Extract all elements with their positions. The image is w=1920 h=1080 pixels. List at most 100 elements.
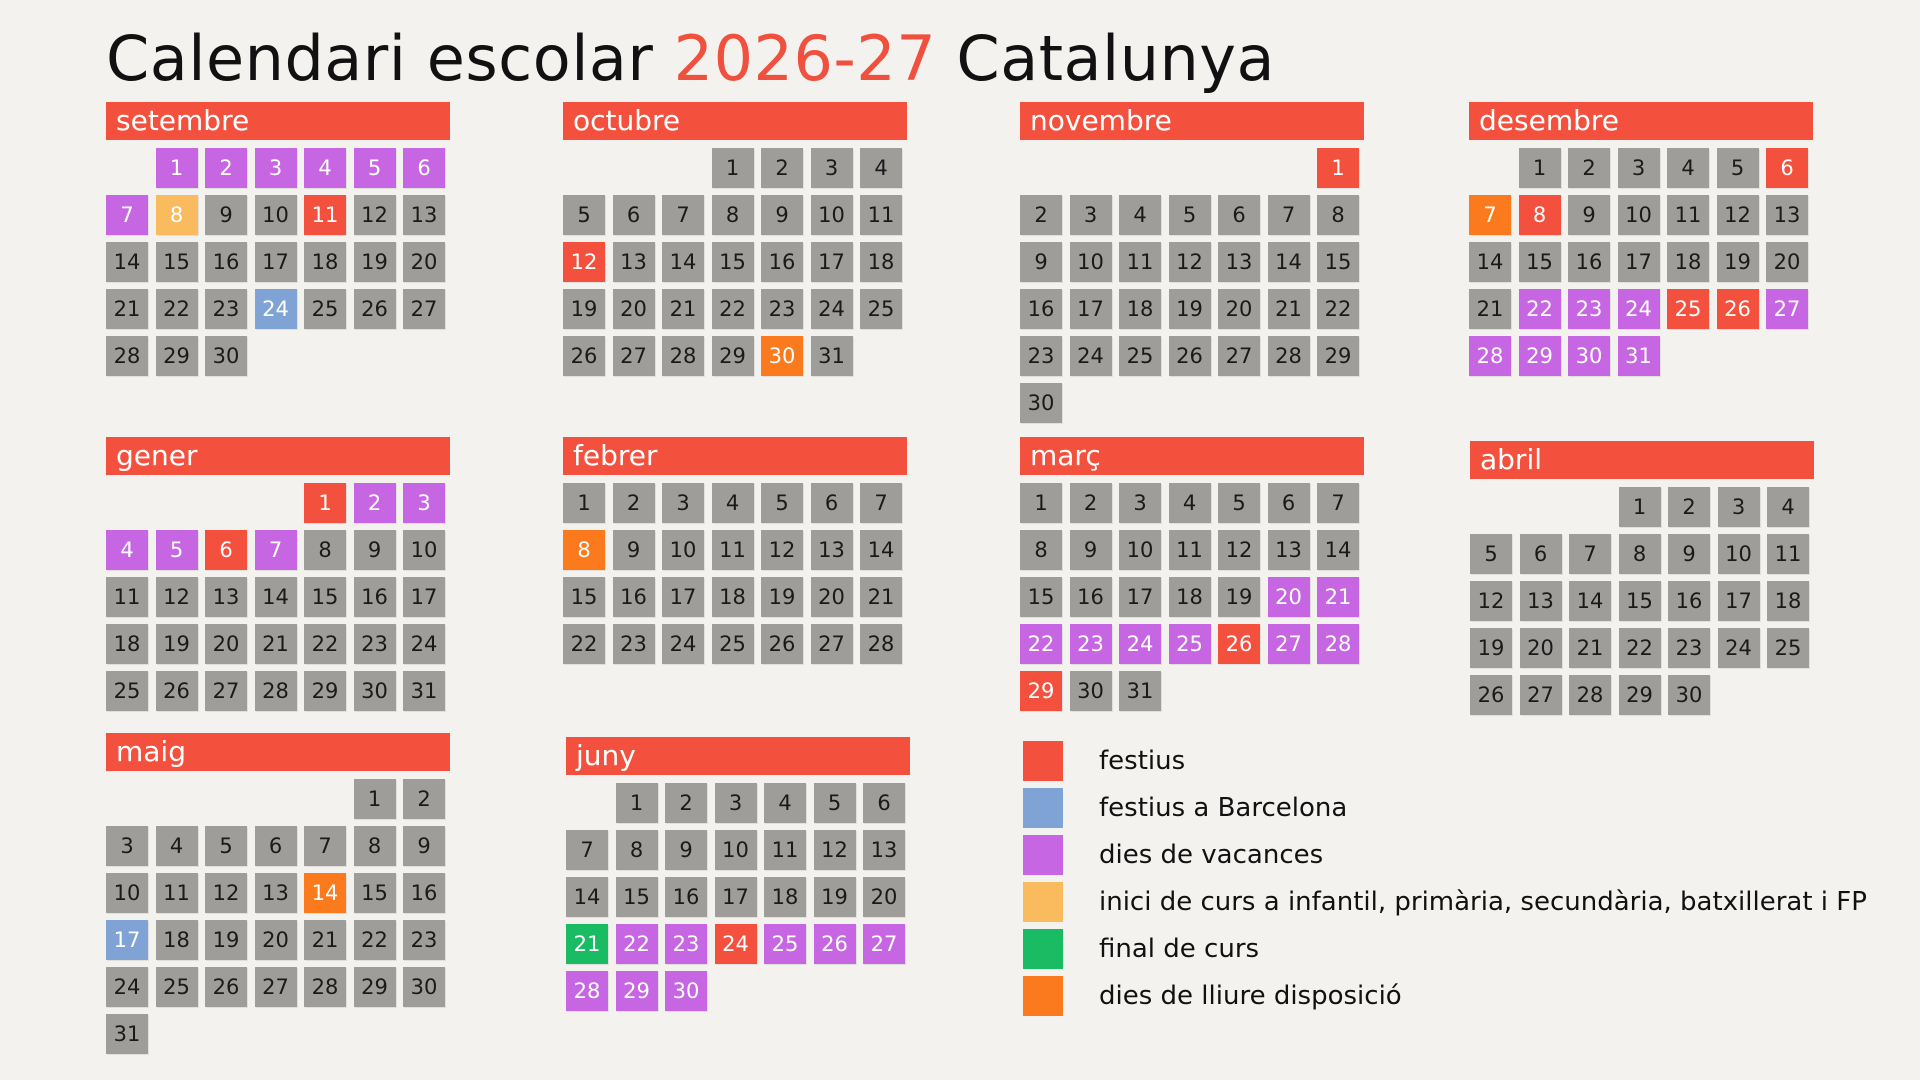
day-cell: 24 <box>1717 628 1760 668</box>
day-cell: 21 <box>1267 289 1310 329</box>
day-cell: 8 <box>711 195 754 235</box>
day-cell: 25 <box>1168 624 1211 664</box>
day-cell: 1 <box>711 148 754 188</box>
day-cell: 22 <box>1020 624 1062 664</box>
days-grid: 1 2 3 4 5 6 7 8 9 10 11 12 13 14 15 16 17 18 19 20 21 22 23 24 2… <box>563 483 907 664</box>
day-cell: 18 <box>764 877 806 917</box>
days-grid: 1 2 3 4 5 6 7 8 9 10 11 12 13 14 15 16 17 18 19 20 21 22 23 24 2… <box>106 148 450 376</box>
legend-swatch <box>1023 741 1063 781</box>
month-name: febrer <box>563 437 907 475</box>
month-name: setembre <box>106 102 450 140</box>
day-cell: 3 <box>714 783 757 823</box>
day-cell: 7 <box>1469 195 1511 235</box>
day-cell: 17 <box>106 920 148 960</box>
day-cell: 22 <box>1317 289 1359 329</box>
day-cell: 10 <box>662 530 704 570</box>
day-cell: 3 <box>1069 195 1112 235</box>
month-name: juny <box>566 737 910 775</box>
legend-item-final: final de curs <box>1023 929 1867 969</box>
day-cell: 30 <box>1568 336 1610 376</box>
day-cell: 23 <box>403 920 445 960</box>
legend-swatch <box>1023 788 1063 828</box>
day-cell: 20 <box>403 242 445 282</box>
empty-cell <box>156 779 198 819</box>
day-cell: 30 <box>1668 675 1710 715</box>
day-cell: 18 <box>155 920 198 960</box>
day-cell: 19 <box>761 577 803 617</box>
day-cell: 6 <box>1519 534 1562 574</box>
day-cell: 4 <box>155 826 198 866</box>
empty-cell <box>1020 148 1062 188</box>
legend-label: dies de vacances <box>1099 840 1324 870</box>
day-cell: 30 <box>761 336 803 376</box>
month-name: maig <box>106 733 450 771</box>
empty-cell <box>255 779 297 819</box>
day-cell: 5 <box>353 148 396 188</box>
day-cell: 24 <box>403 624 445 664</box>
day-cell: 29 <box>155 336 198 376</box>
legend-item-inici: inici de curs a infantil, primària, secu… <box>1023 882 1867 922</box>
days-grid: 1 2 3 4 5 6 7 8 9 10 11 12 13 14 15 16 17 18 19 20 21 22 23 24 2… <box>106 483 450 711</box>
day-cell: 30 <box>1069 671 1112 711</box>
day-cell: 5 <box>1470 534 1512 574</box>
page-title: Calendari escolar 2026-27 Catalunya <box>106 22 1275 95</box>
day-cell: 5 <box>563 195 605 235</box>
month-novembre: novembre 1 2 3 4 5 6 7 8 9 10 11 12 13 14 15 16 17 18 19 20… <box>1020 102 1364 423</box>
days-grid: 1 2 3 4 5 6 7 8 9 10 11 12 13 14 15 16 17 18 19 20 21 22 23 24 2… <box>563 148 907 376</box>
day-cell: 28 <box>662 336 704 376</box>
day-cell: 16 <box>205 242 247 282</box>
day-cell: 18 <box>860 242 902 282</box>
day-cell: 11 <box>155 873 198 913</box>
day-cell: 14 <box>1569 581 1611 621</box>
day-cell: 30 <box>1020 383 1062 423</box>
day-cell: 15 <box>304 577 346 617</box>
day-cell: 24 <box>662 624 704 664</box>
day-cell: 1 <box>1518 148 1561 188</box>
day-cell: 1 <box>353 779 396 819</box>
day-cell: 12 <box>1218 530 1260 570</box>
day-cell: 9 <box>665 830 707 870</box>
day-cell: 26 <box>563 336 605 376</box>
day-cell: 2 <box>665 783 707 823</box>
day-cell: 2 <box>205 148 247 188</box>
day-cell: 10 <box>1617 195 1660 235</box>
days-grid: 1 2 3 4 5 6 7 8 9 10 11 12 13 14 15 16 17 18 19 20 21 22 23 24 2… <box>1020 148 1364 423</box>
day-cell: 4 <box>1767 487 1809 527</box>
day-cell: 19 <box>563 289 605 329</box>
day-cell: 13 <box>1218 242 1260 282</box>
month-name: gener <box>106 437 450 475</box>
day-cell: 2 <box>403 779 445 819</box>
empty-cell <box>156 483 198 523</box>
day-cell: 22 <box>155 289 198 329</box>
empty-cell <box>106 148 148 188</box>
days-grid: 1 2 3 4 5 6 7 8 9 10 11 12 13 14 15 16 17 18 19 20 21 22 23 24 2… <box>1020 483 1364 711</box>
day-cell: 1 <box>1020 483 1062 523</box>
day-cell: 6 <box>810 483 853 523</box>
day-cell: 30 <box>205 336 247 376</box>
days-grid: 1 2 3 4 5 6 7 8 9 10 11 12 13 14 15 16 17 18 19 20 21 22 23 24 2… <box>106 779 450 1054</box>
day-cell: 27 <box>1267 624 1310 664</box>
day-cell: 16 <box>353 577 396 617</box>
legend-item-lliure: dies de lliure disposició <box>1023 976 1867 1016</box>
day-cell: 16 <box>761 242 803 282</box>
day-cell: 13 <box>1267 530 1310 570</box>
month-name: abril <box>1470 441 1814 479</box>
day-cell: 10 <box>810 195 853 235</box>
day-cell: 24 <box>106 967 148 1007</box>
day-cell: 9 <box>761 195 803 235</box>
day-cell: 7 <box>860 483 902 523</box>
day-cell: 17 <box>714 877 757 917</box>
day-cell: 22 <box>711 289 754 329</box>
day-cell: 15 <box>1317 242 1359 282</box>
day-cell: 4 <box>764 783 806 823</box>
day-cell: 8 <box>615 830 658 870</box>
title-prefix: Calendari escolar <box>106 22 654 95</box>
day-cell: 2 <box>1568 148 1610 188</box>
legend-swatch <box>1023 882 1063 922</box>
day-cell: 29 <box>711 336 754 376</box>
empty-cell <box>1469 148 1511 188</box>
day-cell: 11 <box>711 530 754 570</box>
day-cell: 18 <box>304 242 346 282</box>
day-cell: 14 <box>1317 530 1359 570</box>
day-cell: 1 <box>155 148 198 188</box>
